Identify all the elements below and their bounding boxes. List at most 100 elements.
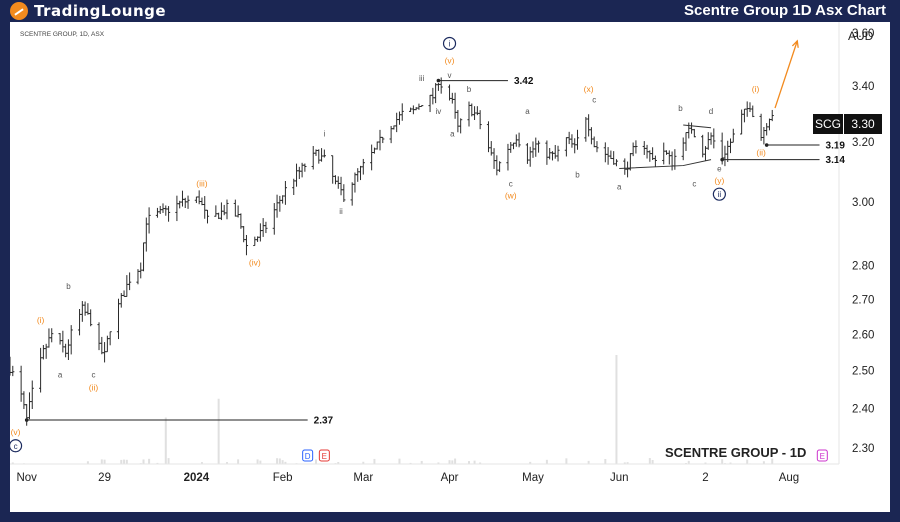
- ohlc-bar: [420, 105, 424, 107]
- triangle-trendline: [619, 159, 712, 170]
- wave-label: (y): [714, 176, 724, 186]
- tradinglounge-logo[interactable]: TradingLounge: [10, 2, 166, 20]
- price-levels: 2.37 3.42 3.19 3.14: [24, 76, 846, 427]
- level-anchor: [764, 143, 769, 147]
- wave-label: (w): [505, 191, 517, 201]
- x-tick-label: Nov: [16, 472, 37, 484]
- ohlc-bar: [459, 118, 463, 134]
- volume-spike: [217, 398, 220, 480]
- wave-label: c: [692, 180, 696, 189]
- ohlc-bar: [322, 149, 326, 158]
- ohlc-bar: [575, 129, 580, 150]
- wave-circle-marker: [712, 187, 726, 201]
- ohlc-bar: [770, 109, 774, 122]
- wave-label: a: [450, 129, 455, 138]
- wave-label: (x): [584, 84, 594, 94]
- y-tick-label: 2.30: [852, 443, 874, 455]
- wave-label: b: [678, 104, 683, 113]
- wave-label: b: [66, 282, 71, 291]
- wave-label: a: [617, 183, 622, 192]
- level-label: 3.42: [514, 76, 534, 87]
- ohlc-bar: [30, 380, 34, 410]
- wave-label: (ii): [756, 147, 766, 157]
- ohlc-bar: [381, 136, 385, 144]
- ohlc-bar: [89, 309, 93, 327]
- chart-background: [10, 22, 890, 512]
- x-tick-label: 2: [702, 472, 708, 484]
- ohlc-bar: [147, 207, 151, 234]
- ohlc-bar: [11, 365, 15, 377]
- ohlc-bar: [205, 209, 210, 224]
- ohlc-bar: [536, 140, 541, 153]
- wave-label: a: [58, 370, 63, 379]
- volume-spike: [615, 355, 618, 480]
- wave-label: iv: [436, 107, 442, 116]
- ohlc-bar: [128, 272, 132, 291]
- ohlc-bar: [692, 128, 696, 138]
- x-tick-label: Aug: [779, 472, 799, 484]
- price-axis[interactable]: 3.60 3.40 3.20 3.00 2.80 2.70 2.60 2.50 2.40 2.30: [852, 28, 874, 455]
- level-label: 3.14: [826, 155, 846, 166]
- last-price-tag: [844, 114, 882, 134]
- wave-labels: c(v)(i)abc(ii)(iii)(iv)iiiiiiivv(v)ibac(…: [10, 36, 766, 453]
- wave-label: (v): [11, 427, 21, 437]
- wave-label: i: [323, 129, 325, 138]
- ohlc-bar: [400, 103, 404, 121]
- wave-label: c: [14, 442, 18, 451]
- x-tick-label: Mar: [353, 472, 373, 484]
- wave-circle-marker: [442, 36, 457, 51]
- ohlc-bar: [108, 331, 112, 346]
- ohlc-bar: [634, 140, 638, 154]
- wave-label: (iv): [249, 257, 261, 267]
- wave-label: (i): [752, 84, 760, 94]
- logo-mark-icon: [10, 2, 28, 20]
- y-tick-label: 2.80: [852, 261, 874, 273]
- ticker-label: SCG: [815, 117, 841, 131]
- price-tag: SCG 3.30: [813, 114, 882, 134]
- y-tick-label: 3.40: [852, 81, 874, 93]
- symbol-line: SCENTRE GROUP, 1D, ASX: [20, 31, 105, 38]
- ohlc-bar: [264, 221, 268, 234]
- ohlc-bar: [69, 325, 73, 355]
- ohlc-bar: [498, 161, 502, 173]
- ohlc-bar: [186, 195, 190, 209]
- wave-label: b: [575, 171, 580, 180]
- ohlc-bar: [244, 234, 249, 256]
- event-badge: [318, 449, 330, 462]
- price-chart[interactable]: 2.37 3.42 3.19 3.14 D E E c (v) (i) a b c (ii) (iii)…: [10, 22, 890, 512]
- y-tick-label: 3.00: [852, 197, 874, 209]
- wave-label: ii: [718, 190, 722, 199]
- ohlc-bar: [751, 105, 755, 118]
- volume-spike: [164, 417, 167, 480]
- triangle-trendline: [683, 124, 712, 129]
- ohlc-bar: [595, 141, 599, 153]
- wave-label: e: [717, 165, 722, 174]
- time-axis[interactable]: Nov 29 2024 Feb Mar Apr May Jun 2 Aug: [10, 463, 890, 512]
- ohlc-bar: [361, 158, 365, 175]
- x-tick-label: May: [522, 472, 544, 484]
- ticker-tag: [813, 114, 843, 134]
- wave-label: a: [525, 107, 530, 116]
- wave-label: c: [592, 96, 596, 105]
- ohlc-bar: [342, 184, 346, 202]
- x-tick-label: Apr: [441, 472, 459, 484]
- y-tick-label: 2.70: [852, 294, 874, 306]
- ohlc-bar: [556, 145, 560, 162]
- y-tick-label: 3.20: [852, 137, 874, 149]
- ohlc-bar: [225, 199, 229, 220]
- wave-label: c: [509, 180, 513, 189]
- last-price-label: 3.30: [851, 117, 875, 131]
- wave-label: (v): [445, 56, 455, 66]
- ohlc-bar: [439, 77, 443, 94]
- ohlc-bar: [614, 159, 619, 167]
- ohlc-bar: [303, 163, 307, 172]
- event-badge: [816, 449, 828, 462]
- wave-label: i: [449, 39, 451, 48]
- wave-label: c: [91, 370, 95, 379]
- ohlc-series: [10, 77, 774, 426]
- chart-watermark: SCENTRE GROUP - 1D: [665, 445, 806, 460]
- event-badge-label: D: [305, 452, 311, 461]
- level-label: 2.37: [314, 416, 334, 427]
- event-badge: [302, 449, 314, 462]
- wave-label: b: [467, 85, 472, 94]
